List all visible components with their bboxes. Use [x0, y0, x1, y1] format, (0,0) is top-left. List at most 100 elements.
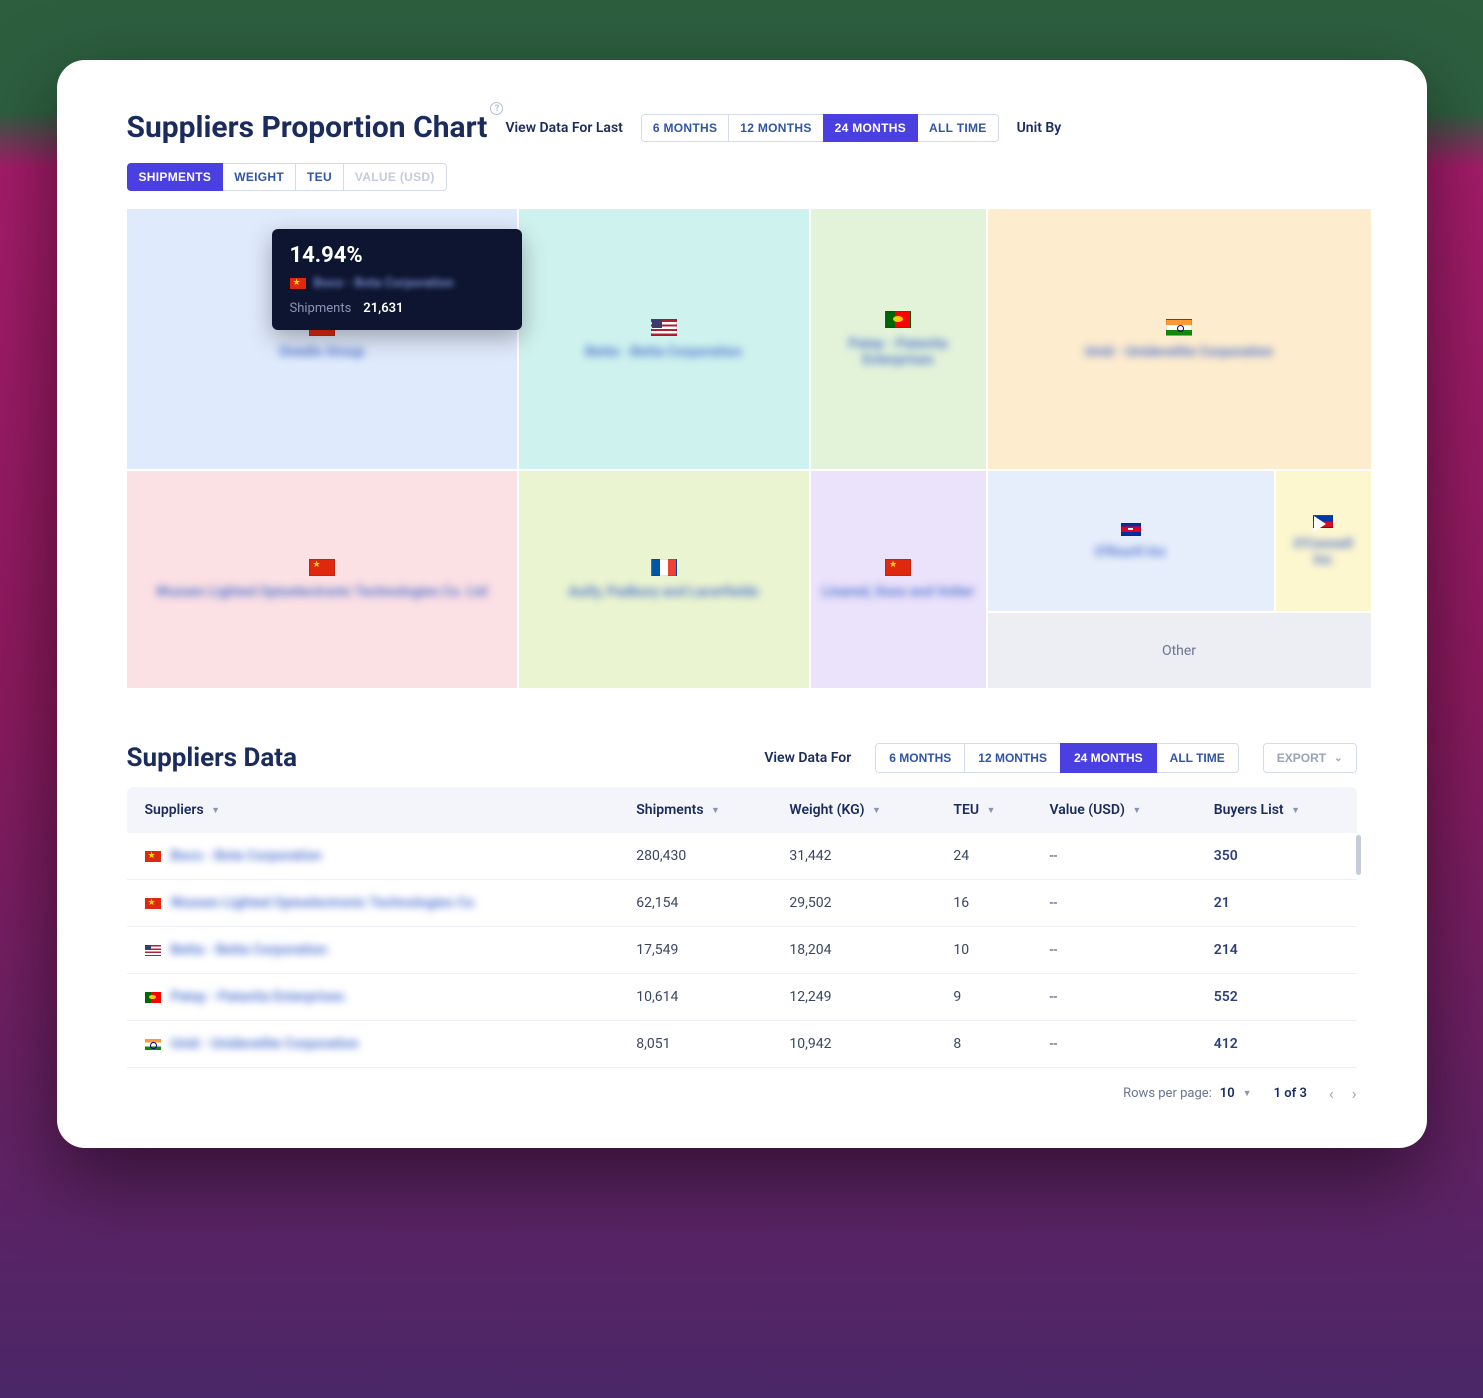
flag-icon	[145, 992, 161, 1003]
table-row: Wuxxen Lighted Optoelectronic Technologi…	[127, 880, 1357, 927]
table-wrap: Suppliers ▼Shipments ▼Weight (KG) ▼TEU ▼…	[127, 787, 1357, 1068]
treemap-chart: Onedis Group 14.94%Boco - Bota Corporatio…	[127, 209, 1357, 688]
treemap-cell[interactable]: Onedis Group14.94%Boco - Bota Corporatio…	[127, 209, 517, 469]
shipments-cell: 10,614	[622, 974, 775, 1021]
treemap-cell[interactable]: Auify, Padbury and Lacerfields	[519, 471, 809, 688]
caret-down-icon: ▼	[1243, 1088, 1252, 1099]
flag-icon	[885, 559, 911, 576]
shipments-cell: 8,051	[622, 1021, 775, 1068]
time-filter-button[interactable]: 24 MONTHS	[823, 114, 918, 142]
buyers-link[interactable]: 21	[1214, 895, 1230, 911]
treemap-cell[interactable]: Betta - Betta Corporation	[519, 209, 809, 469]
other-label: Other	[1162, 643, 1196, 659]
table-view-label: View Data For	[764, 750, 851, 766]
time-filter-button[interactable]: 24 MONTHS	[1060, 743, 1157, 773]
flag-icon	[145, 945, 161, 956]
shipments-cell: 17,549	[622, 927, 775, 974]
sort-icon: ▼	[211, 806, 220, 816]
pager: Rows per page: 10 ▼ 1 of 3 ‹ ›	[127, 1084, 1357, 1103]
supplier-label: Linared, Doxx and Volter	[814, 584, 983, 600]
chevron-down-icon: ⌄	[1334, 753, 1342, 764]
supplier-cell[interactable]: Boco - Bota Corporation	[145, 848, 609, 864]
buyers-link[interactable]: 350	[1214, 848, 1238, 864]
supplier-label: O'Connell Inc	[1276, 536, 1371, 568]
column-header[interactable]: Suppliers ▼	[127, 787, 623, 833]
rows-per-page[interactable]: Rows per page: 10 ▼	[1123, 1086, 1251, 1101]
tooltip-percent: 14.94%	[290, 243, 504, 268]
unit-filter-button: VALUE (USD)	[343, 163, 447, 191]
chart-unit-filter: SHIPMENTSWEIGHTTEUVALUE (USD)	[127, 163, 447, 191]
column-header[interactable]: TEU ▼	[939, 787, 1035, 833]
flag-icon	[651, 319, 677, 336]
unit-filter-button[interactable]: TEU	[295, 163, 344, 191]
info-icon[interactable]: ?	[490, 102, 503, 115]
sort-icon: ▼	[987, 806, 996, 816]
supplier-name: Patay - Patavita Enterprises	[171, 989, 345, 1005]
time-filter-button[interactable]: 12 MONTHS	[964, 743, 1061, 773]
export-button[interactable]: EXPORT ⌄	[1263, 743, 1357, 773]
teu-cell: 10	[939, 927, 1035, 974]
table-body: Boco - Bota Corporation280,43031,44224--…	[127, 833, 1357, 1068]
buyers-link[interactable]: 412	[1214, 1036, 1238, 1052]
sort-icon: ▼	[711, 806, 720, 816]
table-time-filter: 6 MONTHS12 MONTHS24 MONTHSALL TIME	[875, 743, 1239, 773]
next-page-button[interactable]: ›	[1352, 1084, 1357, 1103]
supplier-cell[interactable]: Patay - Patavita Enterprises	[145, 989, 609, 1005]
supplier-label: Auify, Padbury and Lacerfields	[560, 584, 766, 600]
column-header[interactable]: Shipments ▼	[622, 787, 775, 833]
flag-icon	[885, 311, 911, 328]
chart-title-text: Suppliers Proportion Chart	[127, 110, 488, 145]
flag-icon	[145, 898, 161, 909]
teu-cell: 8	[939, 1021, 1035, 1068]
treemap-cell[interactable]: Patay - Patavita Enterprises	[811, 209, 986, 469]
column-header[interactable]: Weight (KG) ▼	[775, 787, 939, 833]
unit-filter-button[interactable]: WEIGHT	[222, 163, 296, 191]
page-info: 1 of 3	[1274, 1086, 1307, 1101]
table-head-row: Suppliers ▼Shipments ▼Weight (KG) ▼TEU ▼…	[127, 787, 1357, 833]
shipments-cell: 62,154	[622, 880, 775, 927]
treemap-cell[interactable]: Wuxxen Lighted Optoelectronic Technologi…	[127, 471, 517, 688]
time-filter-button[interactable]: 12 MONTHS	[728, 114, 823, 142]
prev-page-button[interactable]: ‹	[1329, 1084, 1334, 1103]
treemap-cell[interactable]: Linared, Doxx and Volter	[811, 471, 986, 688]
sort-icon: ▼	[872, 806, 881, 816]
value-cell: --	[1035, 880, 1199, 927]
supplier-name: Betta - Betta Corporation	[171, 942, 328, 958]
table-row: Unid - Unidevelite Corporation 8,05110,94…	[127, 1021, 1357, 1068]
supplier-cell[interactable]: Unid - Unidevelite Corporation	[145, 1036, 609, 1052]
time-filter-button[interactable]: 6 MONTHS	[641, 114, 729, 142]
treemap-cell[interactable]: O'Connell Inc	[1276, 471, 1371, 611]
treemap-cell[interactable]: Unid - Unidevelite Corporation	[988, 209, 1371, 469]
value-cell: --	[1035, 833, 1199, 880]
flag-icon	[290, 278, 306, 289]
flag-icon	[309, 559, 335, 576]
supplier-cell[interactable]: Wuxxen Lighted Optoelectronic Technologi…	[145, 895, 609, 911]
flag-icon	[145, 1039, 161, 1050]
column-header[interactable]: Value (USD) ▼	[1035, 787, 1199, 833]
scrollbar-thumb[interactable]	[1356, 835, 1361, 875]
time-filter-button[interactable]: ALL TIME	[917, 114, 999, 142]
supplier-label: Onedis Group	[271, 344, 372, 360]
value-cell: --	[1035, 927, 1199, 974]
treemap-cell[interactable]: O'Rourli Inc	[988, 471, 1274, 611]
table-row: Betta - Betta Corporation17,54918,20410-…	[127, 927, 1357, 974]
supplier-cell[interactable]: Betta - Betta Corporation	[145, 942, 609, 958]
buyers-link[interactable]: 214	[1214, 942, 1238, 958]
teu-cell: 24	[939, 833, 1035, 880]
time-filter-button[interactable]: ALL TIME	[1156, 743, 1239, 773]
teu-cell: 9	[939, 974, 1035, 1021]
treemap-cell[interactable]: Other	[988, 613, 1371, 688]
buyers-link[interactable]: 552	[1214, 989, 1238, 1005]
column-header[interactable]: Buyers List ▼	[1200, 787, 1357, 833]
table-title: Suppliers Data	[127, 743, 298, 773]
rpp-label: Rows per page:	[1123, 1086, 1212, 1101]
flag-icon	[1313, 515, 1333, 528]
shipments-cell: 280,430	[622, 833, 775, 880]
supplier-label: O'Rourli Inc	[1087, 544, 1175, 560]
table-header: Suppliers Data View Data For 6 MONTHS12 …	[127, 743, 1357, 773]
chart-tooltip: 14.94%Boco - Bota CorporationShipments21…	[272, 229, 522, 330]
unit-filter-button[interactable]: SHIPMENTS	[127, 163, 224, 191]
time-filter-button[interactable]: 6 MONTHS	[875, 743, 965, 773]
chart-header: Suppliers Proportion Chart ? View Data F…	[127, 110, 1357, 191]
weight-cell: 10,942	[775, 1021, 939, 1068]
